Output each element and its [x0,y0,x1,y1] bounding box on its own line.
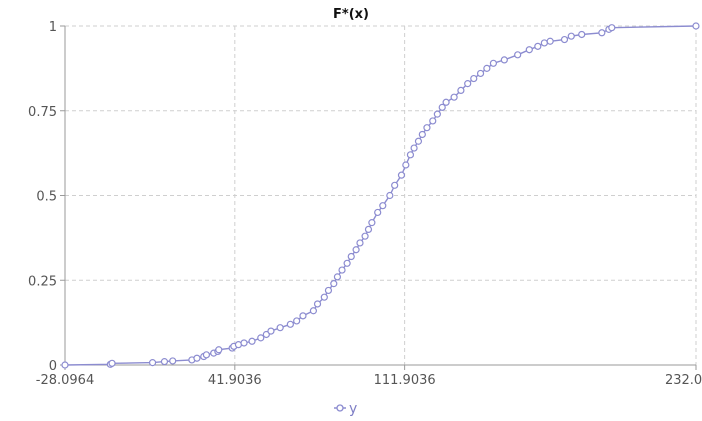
data-point [423,124,431,132]
legend: y [334,401,357,417]
data-point [356,239,364,247]
data-point [215,346,223,354]
x-tick-label: 111.9036 [374,373,436,388]
y-tick-label: 0 [49,359,57,374]
data-point [406,151,415,159]
x-tick-label: 232.0116 [665,373,702,388]
y-tick-label: 1 [49,20,57,35]
data-point [386,191,394,200]
data-point [391,181,399,189]
data-point [293,317,301,325]
data-point [338,266,346,274]
x-tick-label: 41.9036 [208,373,262,388]
data-point [540,39,548,47]
data-point [352,246,360,254]
data-point [248,337,256,345]
data-point [364,225,373,233]
data-point [489,59,498,67]
data-point [410,144,418,152]
data-point [500,56,508,64]
chart-title: F*(x) [333,7,369,22]
data-point [343,259,351,267]
data-point [309,307,318,315]
data-point [560,35,569,44]
data-point [414,137,423,145]
data-point [368,219,376,227]
data-point [546,37,554,45]
data-point [286,320,294,328]
data-point [330,280,338,288]
data-point [464,80,472,88]
data-point [578,30,586,39]
data-point [450,93,458,101]
data-point [333,273,342,281]
data-point [418,130,426,139]
data-point [438,103,446,111]
y-tick-label: 0.5 [36,190,57,205]
data-point [347,252,355,261]
data-point [433,110,441,118]
data-point [262,330,270,339]
data-point [320,293,328,301]
data-point [108,359,116,367]
legend-marker-swatch [336,404,344,412]
data-point [202,351,211,359]
data-point [257,334,265,342]
data-point [148,359,157,367]
data-point [361,232,369,240]
data-point [483,64,491,72]
data-point [442,98,450,106]
data-point [313,300,322,308]
data-point [299,312,307,320]
data-point [276,324,284,332]
y-tick-label: 0.75 [28,105,57,120]
data-point [240,339,248,347]
data-point [429,117,437,125]
axis-layer: 0 0.25 0.5 0.75 1 -28.0964 41.9036 111.9036 232.… [28,20,702,388]
data-point [402,161,410,169]
data-point [598,29,606,37]
data-point [567,32,575,40]
legend-label-y: y [349,401,357,417]
y-tick-label: 0.25 [28,274,57,289]
grid-layer [65,25,697,365]
data-point [169,357,177,365]
data-point [193,354,201,362]
data-point [61,361,69,369]
data-point [692,22,700,30]
data-point [267,327,275,335]
data-point [374,208,382,217]
data-point [470,74,478,83]
data-point [397,171,406,179]
data-point [525,46,533,54]
data-point [608,24,616,32]
data-point [476,69,485,78]
data-point [534,42,542,50]
data-point [514,51,522,59]
series-layer [61,22,700,369]
data-point [324,286,333,295]
x-tick-label: -28.0964 [36,373,94,388]
data-point [379,202,387,210]
data-point [457,86,465,95]
data-point [160,358,169,366]
